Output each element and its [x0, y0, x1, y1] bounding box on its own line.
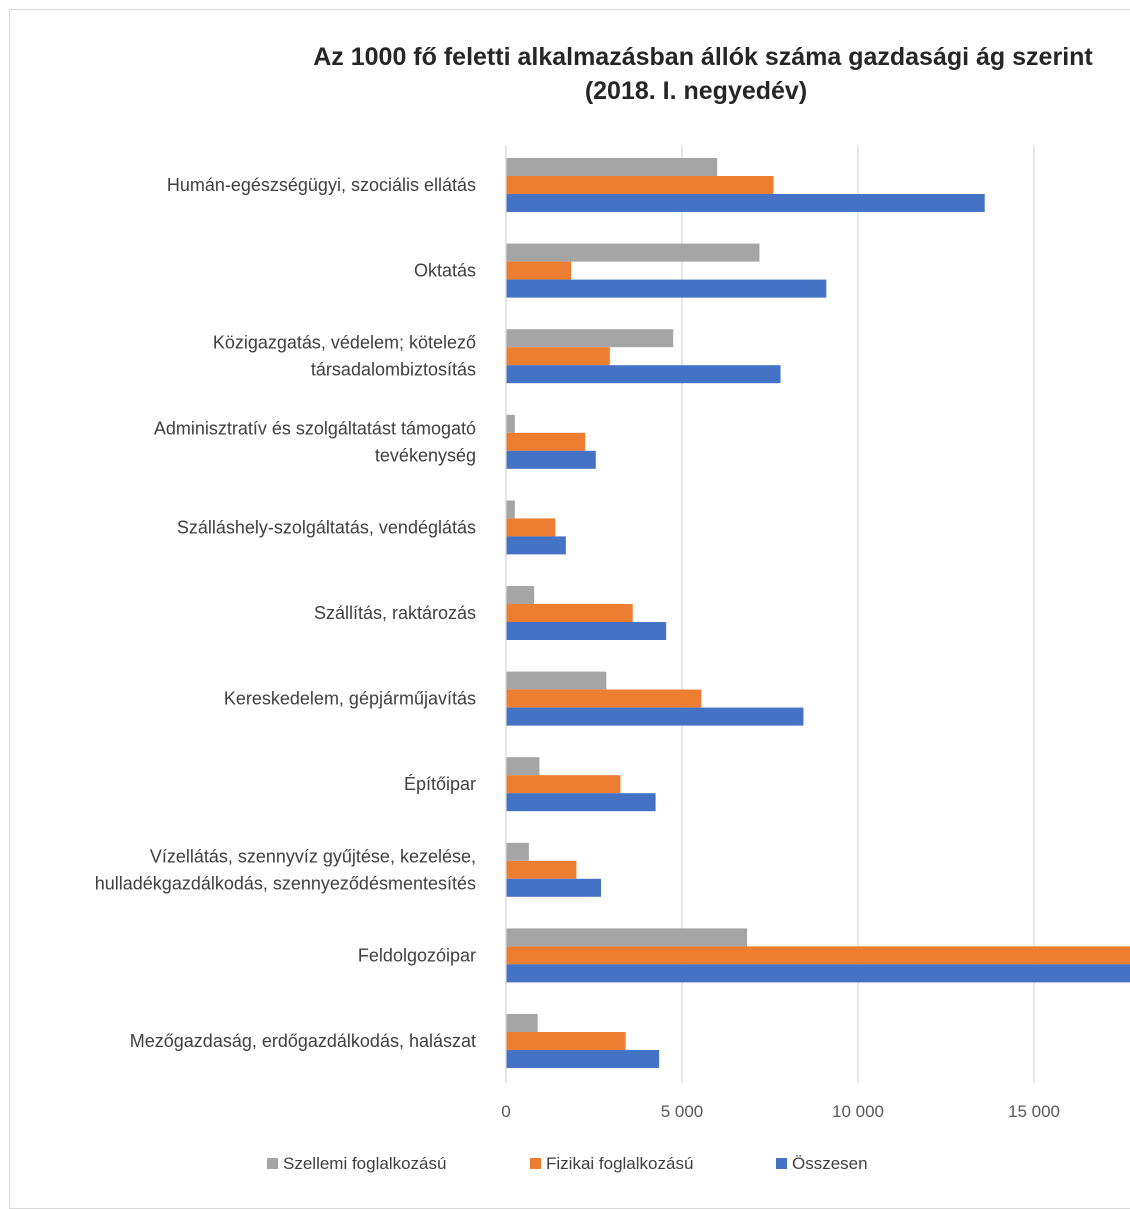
bar-3-s1	[506, 432, 586, 451]
bar-1-s2	[506, 279, 827, 298]
bar-5-s1	[506, 604, 633, 622]
category-label-2-line-0: Közigazgatás, védelem; kötelező	[213, 333, 476, 353]
bar-5-s2	[506, 622, 667, 640]
category-label-1-line-0: Oktatás	[414, 261, 476, 281]
bar-8-s1	[506, 860, 577, 879]
bar-2-s0	[506, 329, 674, 348]
legend-swatch-2	[776, 1158, 787, 1169]
bar-7-s2	[506, 793, 656, 812]
bar-4-s1	[506, 518, 556, 537]
category-label-2-line-1: társadalombiztosítás	[311, 360, 476, 380]
legend-swatch-1	[530, 1158, 541, 1169]
category-label-8-line-1: hulladékgazdálkodás, szennyeződésmentesí…	[95, 873, 476, 893]
legend: Szellemi foglalkozású Fizikai foglalkozás…	[267, 1154, 868, 1173]
legend-swatch-0	[267, 1158, 278, 1169]
category-label-9-line-0: Feldolgozóipar	[358, 945, 476, 965]
bar-9-s2	[506, 964, 1130, 983]
chart-title-line-1: Az 1000 fő feletti alkalmazásban állók s…	[313, 43, 1093, 71]
legend-label-1: Fizikai foglalkozású	[546, 1154, 693, 1173]
bar-3-s0	[506, 414, 515, 433]
category-label-0-line-0: Humán-egészségügyi, szociális ellátás	[167, 175, 476, 195]
category-label-4-line-0: Szálláshely-szolgáltatás, vendéglátás	[177, 517, 476, 537]
bar-10-s1	[506, 1032, 626, 1050]
legend-label-0: Szellemi foglalkozású	[283, 1154, 446, 1173]
bar-6-s1	[506, 689, 702, 708]
x-tick-label-1: 5 000	[661, 1102, 704, 1121]
bar-6-s2	[506, 707, 804, 726]
bar-8-s0	[506, 842, 529, 861]
bar-9-s0	[506, 928, 748, 947]
bar-6-s0	[506, 671, 607, 690]
category-labels: Humán-egészségügyi, szociális ellátás Okt…	[95, 175, 476, 1051]
legend-label-2: Összesen	[792, 1154, 868, 1173]
bars	[505, 145, 1130, 1083]
bar-5-s0	[506, 586, 535, 604]
category-label-10-line-0: Mezőgazdaság, erdőgazdálkodás, halászat	[130, 1031, 476, 1051]
bar-10-s2	[506, 1050, 660, 1068]
chart-title-line-2: (2018. I. negyedév)	[585, 77, 807, 105]
bar-1-s0	[506, 243, 760, 262]
category-label-6-line-0: Kereskedelem, gépjárműjavítás	[224, 689, 476, 709]
bar-10-s0	[506, 1014, 538, 1032]
category-label-8-line-0: Vízellátás, szennyvíz gyűjtése, kezelése…	[150, 846, 476, 866]
bar-3-s2	[506, 450, 596, 469]
bar-7-s1	[506, 775, 621, 794]
bar-7-s0	[506, 757, 540, 776]
category-label-3-line-1: tevékenység	[375, 445, 476, 465]
bar-9-s1	[506, 946, 1130, 965]
x-tick-label-3: 15 000	[1008, 1102, 1060, 1121]
bar-8-s2	[506, 878, 602, 897]
category-label-5-line-0: Szállítás, raktározás	[314, 603, 476, 623]
category-label-7-line-0: Építőipar	[404, 774, 476, 794]
bar-0-s0	[506, 158, 718, 176]
bar-0-s2	[506, 194, 985, 212]
x-tick-label-0: 0	[501, 1102, 510, 1121]
x-tick-label-2: 10 000	[832, 1102, 884, 1121]
bar-2-s2	[506, 365, 781, 384]
bar-4-s2	[506, 536, 566, 555]
bar-2-s1	[506, 347, 610, 366]
bar-1-s1	[506, 261, 572, 280]
bar-0-s1	[506, 176, 774, 194]
bar-4-s0	[506, 500, 515, 519]
category-label-3-line-0: Adminisztratív és szolgáltatást támogató	[154, 418, 476, 438]
